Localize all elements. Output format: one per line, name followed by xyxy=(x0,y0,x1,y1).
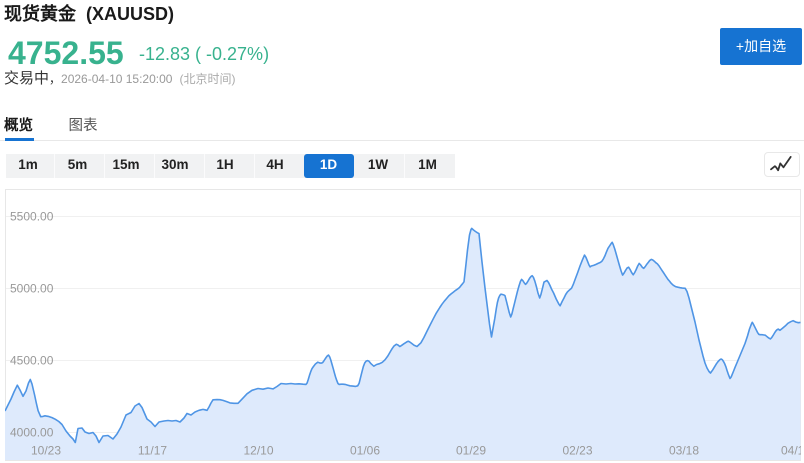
svg-text:11/17: 11/17 xyxy=(138,444,167,458)
svg-text:12/10: 12/10 xyxy=(243,444,273,458)
svg-text:5000.00: 5000.00 xyxy=(10,282,54,296)
svg-text:4000.00: 4000.00 xyxy=(10,426,54,440)
svg-text:02/23: 02/23 xyxy=(562,444,592,458)
svg-text:04/13: 04/13 xyxy=(781,444,801,458)
svg-text:03/18: 03/18 xyxy=(669,444,699,458)
svg-text:4500.00: 4500.00 xyxy=(10,354,54,368)
svg-text:01/29: 01/29 xyxy=(456,444,486,458)
svg-text:5500.00: 5500.00 xyxy=(10,210,54,224)
svg-text:10/23: 10/23 xyxy=(31,444,61,458)
svg-text:01/06: 01/06 xyxy=(350,444,380,458)
